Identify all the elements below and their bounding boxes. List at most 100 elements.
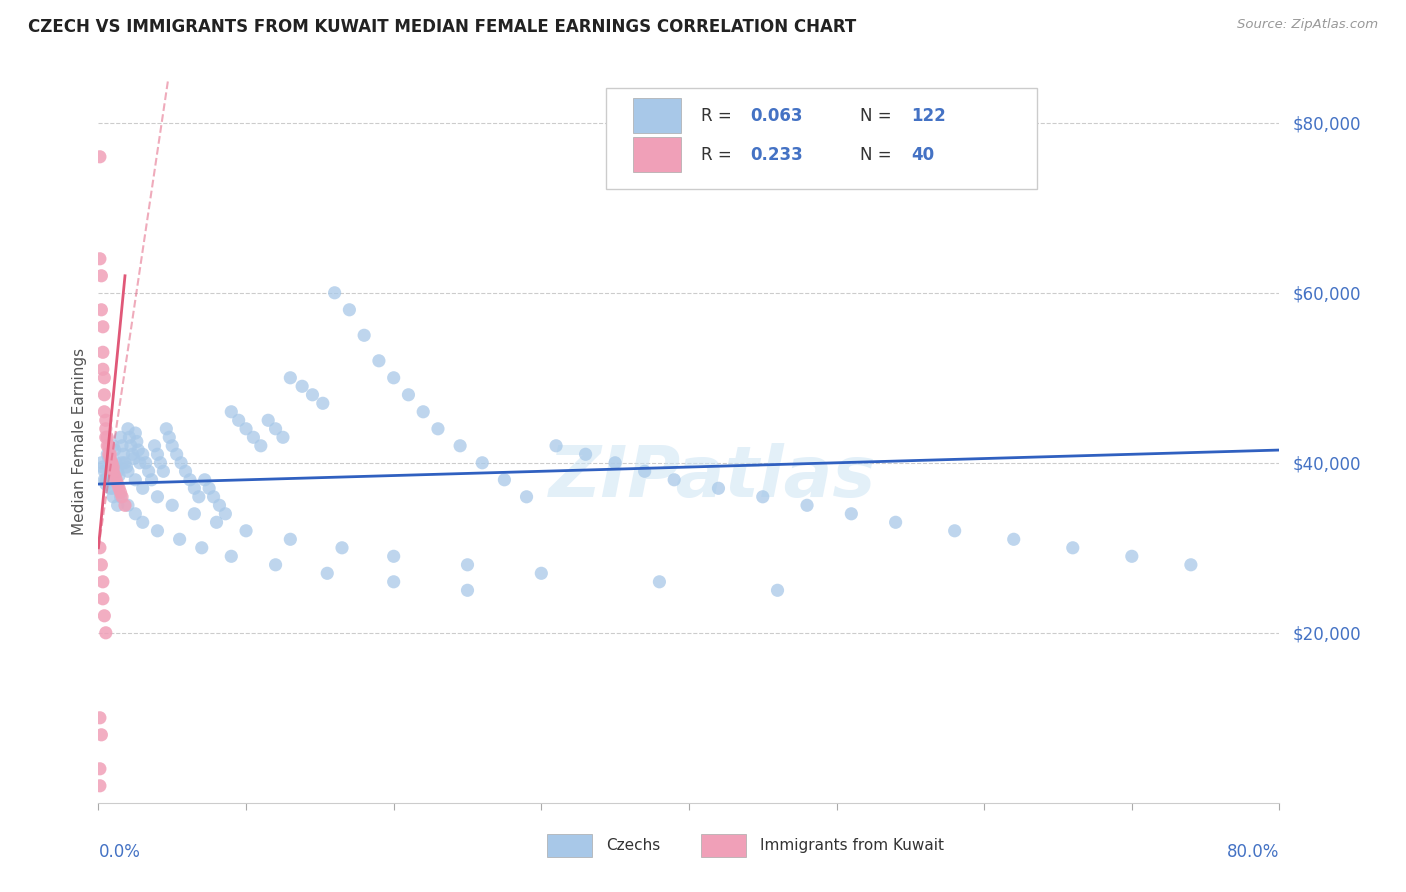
Point xyxy=(94,430,117,444)
Point xyxy=(202,490,225,504)
Point xyxy=(664,473,686,487)
Point xyxy=(766,583,789,598)
Point xyxy=(221,405,243,419)
Point xyxy=(89,541,111,555)
Point xyxy=(494,473,516,487)
Point xyxy=(111,456,134,470)
Point xyxy=(93,405,115,419)
Text: 0.0%: 0.0% xyxy=(98,843,141,861)
Point xyxy=(112,447,135,461)
Point xyxy=(90,728,112,742)
Point xyxy=(107,464,129,478)
Point xyxy=(353,328,375,343)
Point xyxy=(104,468,127,483)
Point xyxy=(125,434,148,449)
Point xyxy=(605,456,627,470)
Point xyxy=(162,439,183,453)
Point xyxy=(884,516,907,530)
Point xyxy=(135,456,157,470)
Point xyxy=(91,362,114,376)
Point xyxy=(291,379,314,393)
Point xyxy=(796,498,818,512)
Point xyxy=(122,451,145,466)
Point xyxy=(94,473,117,487)
Point xyxy=(103,490,125,504)
Point xyxy=(143,439,166,453)
Point xyxy=(100,456,122,470)
Point xyxy=(93,473,115,487)
Point xyxy=(103,460,125,475)
Point xyxy=(330,541,353,555)
Point xyxy=(98,481,121,495)
Point xyxy=(100,468,122,483)
Point xyxy=(398,388,420,402)
Point xyxy=(121,447,143,461)
Point xyxy=(91,574,114,589)
Point xyxy=(457,583,479,598)
Text: 80.0%: 80.0% xyxy=(1227,843,1279,861)
Point xyxy=(457,558,479,572)
Point xyxy=(111,439,134,453)
Point xyxy=(312,396,335,410)
Point xyxy=(235,524,257,538)
Point xyxy=(264,422,287,436)
Y-axis label: Median Female Earnings: Median Female Earnings xyxy=(72,348,87,535)
Point xyxy=(124,473,146,487)
Point xyxy=(316,566,339,581)
Point xyxy=(89,252,111,266)
Point xyxy=(1121,549,1143,564)
FancyBboxPatch shape xyxy=(634,137,681,172)
Text: 0.233: 0.233 xyxy=(751,145,803,164)
Point xyxy=(280,371,302,385)
FancyBboxPatch shape xyxy=(606,87,1038,189)
Point xyxy=(96,430,118,444)
Point xyxy=(155,422,177,436)
Point xyxy=(114,456,136,470)
Point xyxy=(271,430,294,444)
Point xyxy=(166,447,188,461)
Point xyxy=(89,779,111,793)
Point xyxy=(98,451,121,466)
Point xyxy=(301,388,323,402)
Point xyxy=(257,413,280,427)
Point xyxy=(96,447,118,461)
Point xyxy=(208,498,231,512)
Point xyxy=(242,430,264,444)
Point xyxy=(108,468,131,483)
Point xyxy=(91,319,114,334)
Point xyxy=(235,422,257,436)
Point xyxy=(89,711,111,725)
Point xyxy=(174,464,197,478)
Point xyxy=(103,439,125,453)
Text: 40: 40 xyxy=(911,145,934,164)
Point xyxy=(90,302,112,317)
Point xyxy=(94,422,117,436)
Point xyxy=(339,302,361,317)
Point xyxy=(105,473,128,487)
Point xyxy=(93,371,115,385)
Text: ZIPatlas: ZIPatlas xyxy=(548,443,876,512)
Text: R =: R = xyxy=(700,145,737,164)
Point xyxy=(250,439,273,453)
Point xyxy=(94,625,117,640)
FancyBboxPatch shape xyxy=(700,834,745,857)
Point xyxy=(157,430,180,444)
Point xyxy=(169,533,191,547)
Point xyxy=(100,456,122,470)
Point xyxy=(89,150,111,164)
Point xyxy=(152,464,174,478)
Point xyxy=(221,549,243,564)
Point xyxy=(94,477,117,491)
Point xyxy=(90,268,112,283)
Point xyxy=(943,524,966,538)
Text: 122: 122 xyxy=(911,107,946,125)
Point xyxy=(149,456,172,470)
Point xyxy=(91,591,114,606)
Point xyxy=(1002,533,1025,547)
Point xyxy=(108,481,131,495)
Text: Czechs: Czechs xyxy=(606,838,661,853)
Point xyxy=(183,507,205,521)
Point xyxy=(114,498,136,512)
Point xyxy=(98,447,121,461)
Point xyxy=(97,439,120,453)
